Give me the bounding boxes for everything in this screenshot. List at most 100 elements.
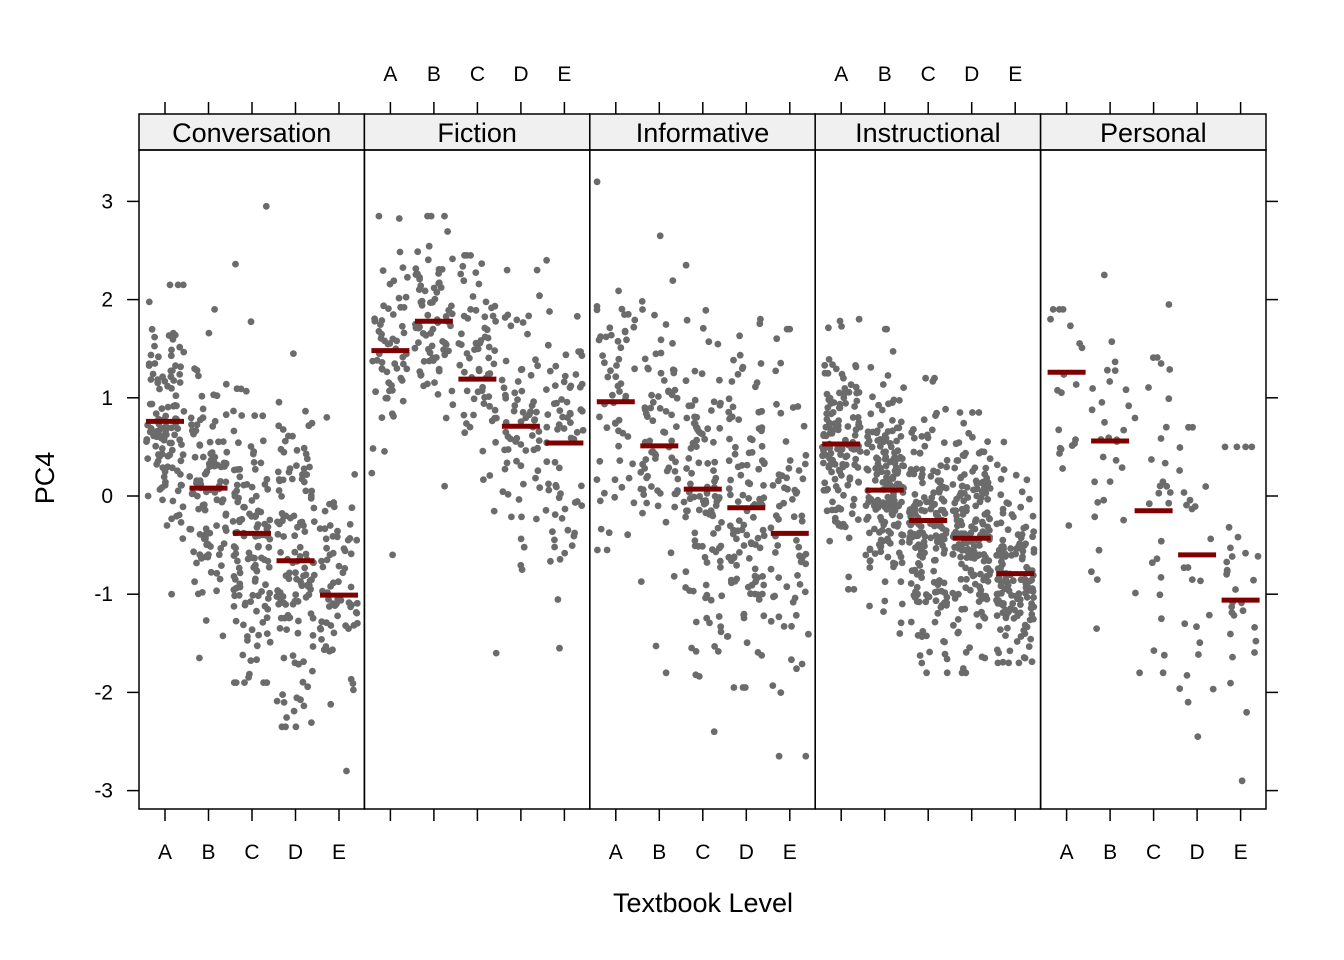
data-point xyxy=(845,573,853,581)
data-point xyxy=(218,562,225,569)
data-point xyxy=(152,442,160,450)
data-point xyxy=(836,317,844,325)
data-point xyxy=(691,396,699,404)
data-point xyxy=(210,391,218,399)
data-point xyxy=(890,563,897,571)
data-point xyxy=(517,535,525,543)
data-point xyxy=(1242,443,1249,451)
data-point xyxy=(1029,533,1036,541)
data-point xyxy=(1002,632,1009,639)
data-point xyxy=(286,614,294,621)
data-point xyxy=(275,476,283,483)
data-point xyxy=(151,360,159,367)
data-point xyxy=(824,369,832,377)
data-point xyxy=(1184,564,1192,571)
data-point xyxy=(941,638,948,646)
data-point xyxy=(828,430,836,437)
data-point xyxy=(997,475,1005,483)
data-point xyxy=(918,574,925,581)
data-point xyxy=(665,388,672,396)
data-point xyxy=(802,752,810,760)
data-point xyxy=(866,545,874,553)
data-point xyxy=(252,492,260,500)
data-point xyxy=(168,424,175,432)
data-point xyxy=(463,387,471,395)
data-point xyxy=(164,403,172,411)
data-point xyxy=(756,320,764,328)
data-point xyxy=(400,360,407,368)
data-point xyxy=(202,525,210,533)
data-point xyxy=(998,558,1005,565)
data-point xyxy=(479,447,487,455)
data-point xyxy=(511,402,519,409)
data-point xyxy=(531,417,538,424)
data-point xyxy=(285,468,293,476)
data-point xyxy=(350,622,358,629)
data-point xyxy=(259,619,267,626)
data-point xyxy=(522,414,530,422)
data-point xyxy=(994,659,1002,667)
data-point xyxy=(1163,482,1171,490)
data-point xyxy=(1227,630,1234,638)
data-point xyxy=(490,360,498,368)
data-point xyxy=(196,477,204,484)
data-point xyxy=(323,414,331,421)
data-point xyxy=(1221,443,1229,451)
data-point xyxy=(783,583,791,591)
data-point xyxy=(179,535,187,542)
data-point xyxy=(253,642,261,650)
data-point xyxy=(707,596,715,604)
data-point xyxy=(1020,627,1028,634)
data-point xyxy=(230,427,238,435)
data-point xyxy=(966,644,973,651)
data-point xyxy=(555,464,563,472)
points-personal xyxy=(1047,271,1262,785)
data-point xyxy=(731,450,739,458)
data-point xyxy=(377,321,384,328)
data-point xyxy=(507,322,515,330)
data-point xyxy=(491,406,499,414)
data-point xyxy=(932,545,940,552)
data-point xyxy=(949,551,957,558)
data-point xyxy=(889,348,897,355)
x-tick-label: B xyxy=(878,63,892,86)
data-point xyxy=(190,548,198,556)
data-point xyxy=(152,410,160,417)
data-point xyxy=(969,409,976,416)
data-point xyxy=(558,515,566,522)
data-point xyxy=(941,510,949,517)
data-point xyxy=(449,255,456,263)
data-point xyxy=(710,467,717,474)
data-point xyxy=(230,603,238,610)
data-point xyxy=(233,481,241,489)
data-point xyxy=(556,407,564,414)
data-point xyxy=(846,474,854,482)
data-point xyxy=(1166,366,1174,373)
data-point xyxy=(981,470,989,478)
strip-instructional xyxy=(814,113,1042,151)
data-point xyxy=(691,537,699,544)
data-point xyxy=(621,311,628,318)
data-point xyxy=(854,414,862,421)
data-point xyxy=(503,266,511,274)
data-point xyxy=(176,436,184,444)
x-tick-label: D xyxy=(1190,841,1205,864)
data-point xyxy=(936,479,944,486)
data-point xyxy=(442,414,450,422)
data-point xyxy=(703,559,711,566)
x-tick-label: D xyxy=(739,841,754,864)
data-point xyxy=(1002,550,1009,558)
data-point xyxy=(618,305,626,313)
data-point xyxy=(147,351,155,359)
data-point xyxy=(1006,647,1014,655)
data-point xyxy=(715,613,723,620)
data-point xyxy=(639,306,646,313)
data-point xyxy=(321,507,329,515)
data-point xyxy=(702,581,710,589)
data-point xyxy=(259,437,267,445)
data-point xyxy=(862,502,870,509)
y-tick-label: 0 xyxy=(101,485,113,508)
data-point xyxy=(147,376,155,383)
data-point xyxy=(252,575,259,583)
